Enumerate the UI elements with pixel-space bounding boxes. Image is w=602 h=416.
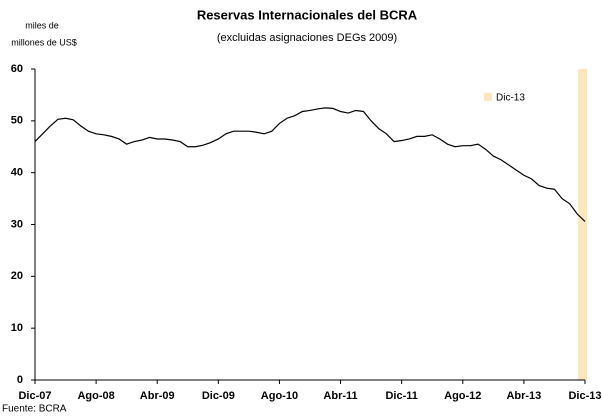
y-tick-label: 60 bbox=[11, 63, 23, 75]
x-tick-label: Abr-13 bbox=[506, 390, 541, 402]
y-axis-label: millones de US$ bbox=[11, 37, 77, 47]
chart-title: Reservas Internacionales del BCRA bbox=[197, 7, 418, 22]
y-tick-label: 20 bbox=[11, 270, 23, 282]
source-note: Fuente: BCRA bbox=[2, 404, 67, 415]
x-tick-label: Dic-13 bbox=[568, 390, 601, 402]
x-tick-label: Ago-12 bbox=[444, 390, 481, 402]
y-tick-label: 30 bbox=[11, 218, 23, 230]
x-tick-label: Ago-08 bbox=[77, 390, 114, 402]
x-tick-label: Abr-11 bbox=[323, 390, 357, 402]
legend-label: Dic-13 bbox=[496, 93, 525, 104]
highlight-band bbox=[578, 69, 587, 380]
x-tick-label: Dic-07 bbox=[18, 390, 51, 402]
y-axis-label: miles de bbox=[25, 20, 59, 30]
x-tick-label: Ago-10 bbox=[261, 390, 298, 402]
y-tick-label: 40 bbox=[11, 167, 23, 179]
x-tick-label: Dic-09 bbox=[202, 390, 235, 402]
x-tick-label: Dic-11 bbox=[385, 390, 417, 402]
y-tick-label: 50 bbox=[11, 115, 23, 127]
x-tick-label: Abr-09 bbox=[140, 390, 175, 402]
y-tick-label: 10 bbox=[11, 322, 23, 334]
legend-swatch bbox=[484, 93, 492, 101]
chart-subtitle: (excluidas asignaciones DEGs 2009) bbox=[217, 32, 397, 44]
y-tick-label: 0 bbox=[17, 374, 23, 386]
data-line bbox=[34, 107, 586, 222]
